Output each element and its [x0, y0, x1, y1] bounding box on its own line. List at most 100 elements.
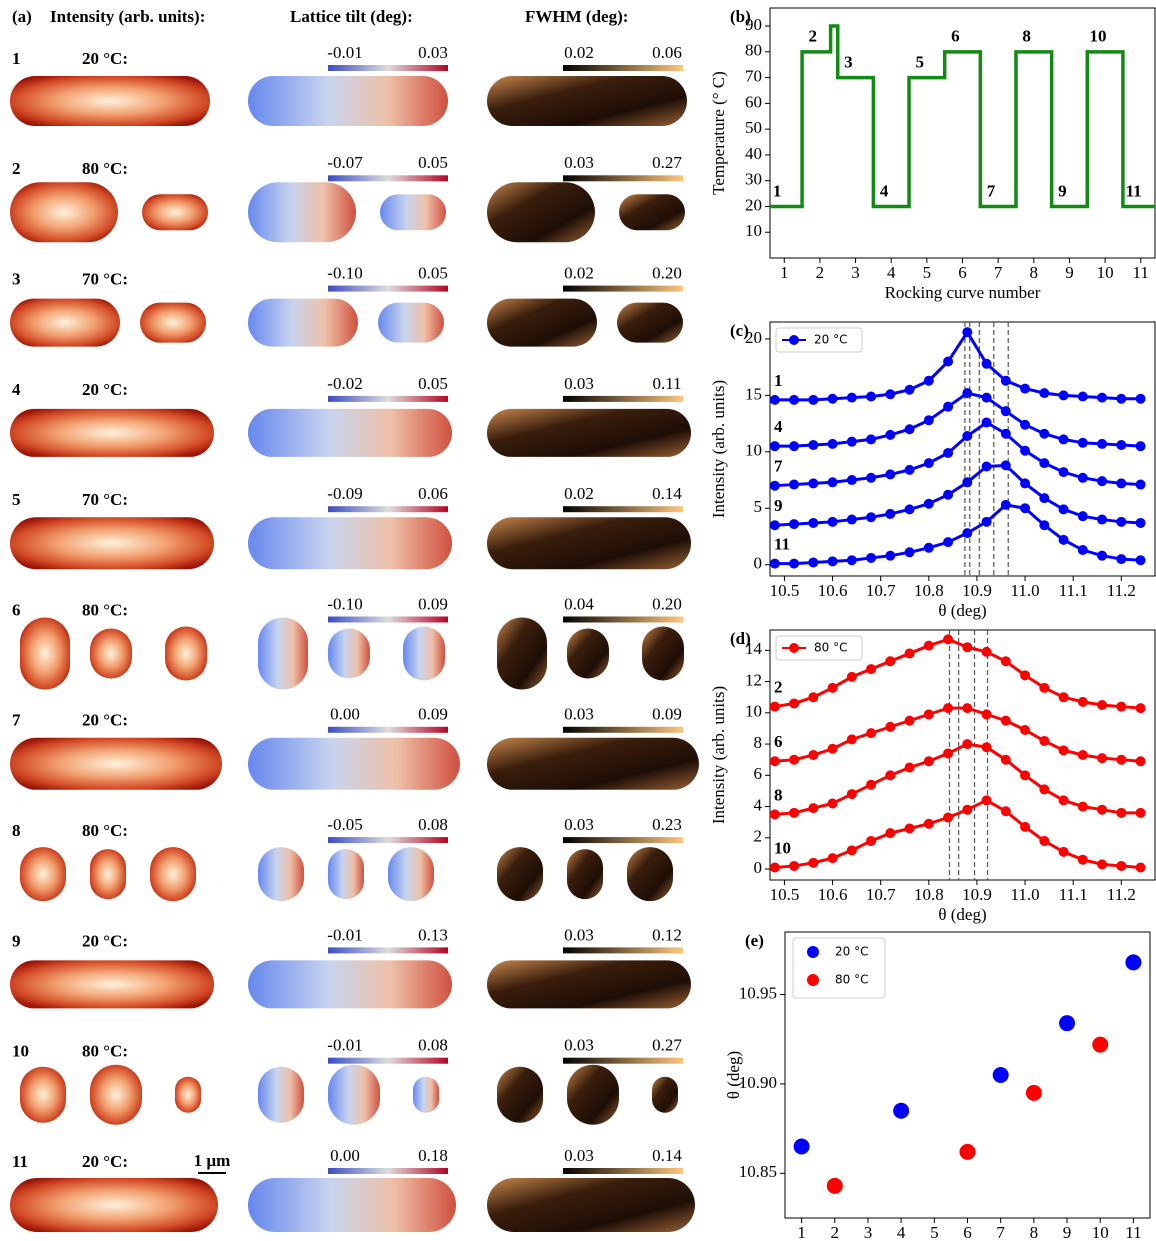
- y-tick-label: 14: [745, 639, 763, 658]
- crystal-map: [10, 76, 210, 126]
- legend-label: 20 °C: [814, 333, 847, 347]
- colorbar-min: 0.03: [564, 1036, 594, 1055]
- data-point: [1078, 392, 1088, 402]
- data-point: [1039, 388, 1049, 398]
- data-point: [1078, 802, 1088, 812]
- curve-label: 8: [774, 785, 783, 804]
- colorbar-min: 0.03: [564, 374, 594, 393]
- data-point: [885, 770, 895, 780]
- data-point: [1097, 476, 1107, 486]
- data-point: [847, 845, 857, 855]
- step-annotation: 1: [773, 181, 782, 200]
- data-point: [905, 465, 915, 475]
- colorbar: [563, 286, 683, 292]
- row-number: 9: [12, 931, 21, 950]
- y-tick-label: 80: [745, 41, 762, 60]
- colorbar: [563, 837, 683, 843]
- crystal-map: [10, 738, 222, 790]
- data-point: [924, 458, 934, 468]
- data-point: [905, 716, 915, 726]
- data-point: [982, 647, 992, 657]
- crystal-map: [487, 960, 691, 1008]
- data-point: [866, 780, 876, 790]
- data-point: [847, 515, 857, 525]
- data-point: [770, 809, 780, 819]
- data-point: [1078, 855, 1088, 865]
- data-point: [1097, 439, 1107, 449]
- data-point: [982, 795, 992, 805]
- y-tick-label: 6: [754, 764, 763, 783]
- crystal-map: [388, 847, 434, 901]
- data-point: [1020, 503, 1030, 513]
- data-point: [1001, 406, 1011, 416]
- data-point: [847, 393, 857, 403]
- y-axis-label: Intensity (arb. units): [709, 380, 728, 518]
- data-point: [905, 424, 915, 434]
- data-point: [1059, 745, 1069, 755]
- row-temperature: 80 °C:: [82, 1042, 128, 1061]
- row-number: 7: [12, 711, 21, 730]
- x-axis-label: θ (deg): [938, 601, 986, 620]
- x-tick-label: 11.0: [1011, 581, 1040, 600]
- x-tick-label: 5: [930, 1223, 939, 1241]
- crystal-map: [487, 182, 595, 242]
- x-tick-label: 5: [923, 263, 932, 282]
- data-point: [982, 461, 992, 471]
- data-point: [943, 357, 953, 367]
- row-number: 11: [12, 1152, 28, 1171]
- crystal-map: [378, 303, 444, 343]
- plot-frame: [770, 322, 1155, 576]
- row-number: 1: [12, 49, 21, 68]
- crystal-map: [248, 299, 358, 347]
- colorbar-max: 0.08: [418, 1036, 448, 1055]
- colorbar-min: 0.03: [564, 925, 594, 944]
- colorbar-max: 0.05: [418, 264, 448, 283]
- crystal-map: [142, 194, 208, 230]
- x-tick-label: 3: [864, 1223, 873, 1241]
- data-point: [789, 698, 799, 708]
- data-point: [828, 798, 838, 808]
- data-point: [866, 553, 876, 563]
- y-tick-label: 5: [754, 497, 763, 516]
- data-point: [808, 395, 818, 405]
- data-point: [770, 520, 780, 530]
- crystal-map: [248, 182, 356, 242]
- colorbar: [563, 65, 683, 71]
- colorbar-min: -0.01: [327, 925, 362, 944]
- colorbar-max: 0.11: [652, 374, 681, 393]
- data-point: [1059, 434, 1069, 444]
- data-point: [1059, 504, 1069, 514]
- data-point: [866, 664, 876, 674]
- crystal-map: [90, 1065, 142, 1125]
- data-point: [1039, 429, 1049, 439]
- data-point: [866, 473, 876, 483]
- data-point: [1001, 755, 1011, 765]
- x-axis-label: Rocking curve number: [885, 283, 1041, 302]
- y-tick-label: 40: [745, 144, 762, 163]
- step-line: [770, 26, 1155, 206]
- step-annotation: 3: [844, 52, 853, 71]
- data-point: [1116, 702, 1126, 712]
- crystal-map: [617, 303, 683, 343]
- curve-label: 6: [774, 732, 783, 751]
- data-point: [1136, 808, 1146, 818]
- colorbar: [328, 506, 448, 512]
- crystal-map: [487, 1178, 695, 1232]
- data-point: [1116, 861, 1126, 871]
- y-tick-label: 10.85: [739, 1162, 777, 1181]
- y-tick-label: 0: [754, 554, 763, 573]
- row-number: 2: [12, 159, 21, 178]
- data-point: [1001, 460, 1011, 470]
- data-point: [808, 440, 818, 450]
- step-annotation: 5: [915, 52, 924, 71]
- colorbar: [563, 396, 683, 402]
- x-axis-label: θ (deg): [938, 905, 986, 924]
- x-tick-label: 4: [897, 1223, 906, 1241]
- colorbar-max: 0.05: [418, 374, 448, 393]
- legend-marker: [807, 974, 819, 986]
- colorbar: [563, 947, 683, 953]
- y-tick-label: 15: [745, 384, 762, 403]
- data-point: [1116, 755, 1126, 765]
- data-point: [789, 755, 799, 765]
- y-tick-label: 10: [745, 702, 762, 721]
